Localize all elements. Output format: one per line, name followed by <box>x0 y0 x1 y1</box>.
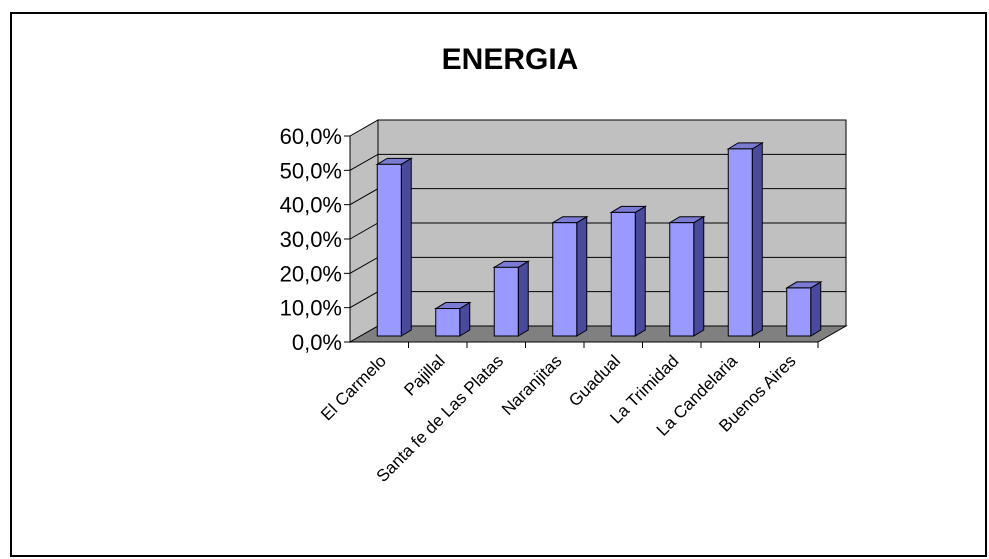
bar-side <box>693 215 705 337</box>
bar-side <box>634 205 646 337</box>
y-tick-label: 40,0% <box>280 193 342 218</box>
bar-front <box>610 211 636 337</box>
y-tick-label: 60,0% <box>280 124 342 149</box>
x-tick-label: Guadual <box>565 351 624 410</box>
bar-front <box>786 287 812 337</box>
bar <box>550 215 589 337</box>
bar-side <box>576 215 588 337</box>
x-tick-label: Naranjitas <box>498 351 566 419</box>
y-tick-label: 10,0% <box>280 296 342 321</box>
bar-side <box>517 260 529 337</box>
y-tick-label: 30,0% <box>280 227 342 252</box>
bar <box>609 205 648 337</box>
chart-area: ENERGIA 0,0% 10,0% 20,0% 30,0% 40,0% 50,0% 60,… <box>10 12 987 557</box>
plot-area: 0,0% 10,0% 20,0% 30,0% 40,0% 50,0% 60,0% El Car… <box>280 119 848 486</box>
bar <box>726 142 765 337</box>
bar-front <box>727 148 753 337</box>
bar-front <box>376 163 402 337</box>
x-tick-label: El Carmelo <box>317 351 390 424</box>
bar-front <box>493 266 519 337</box>
y-tick-label: 0,0% <box>292 330 342 355</box>
bar-front <box>669 222 695 337</box>
chart-svg: ENERGIA 0,0% 10,0% 20,0% 30,0% 40,0% 50,0% 60,… <box>280 43 848 486</box>
gridline <box>349 153 846 171</box>
chart-floor <box>348 325 848 343</box>
bar-side <box>751 142 763 337</box>
bar-side <box>810 281 822 337</box>
y-tick-label: 20,0% <box>280 261 342 286</box>
bar-front <box>435 308 461 337</box>
bar <box>667 215 706 337</box>
bar <box>375 157 414 337</box>
x-tick-label: Pajillal <box>400 351 448 399</box>
bar <box>784 281 823 337</box>
bar <box>433 301 472 337</box>
bar-side <box>400 157 412 337</box>
chart-title: ENERGIA <box>442 43 579 76</box>
bar-front <box>552 222 578 337</box>
y-tick-label: 50,0% <box>280 158 342 183</box>
bar <box>492 260 531 337</box>
